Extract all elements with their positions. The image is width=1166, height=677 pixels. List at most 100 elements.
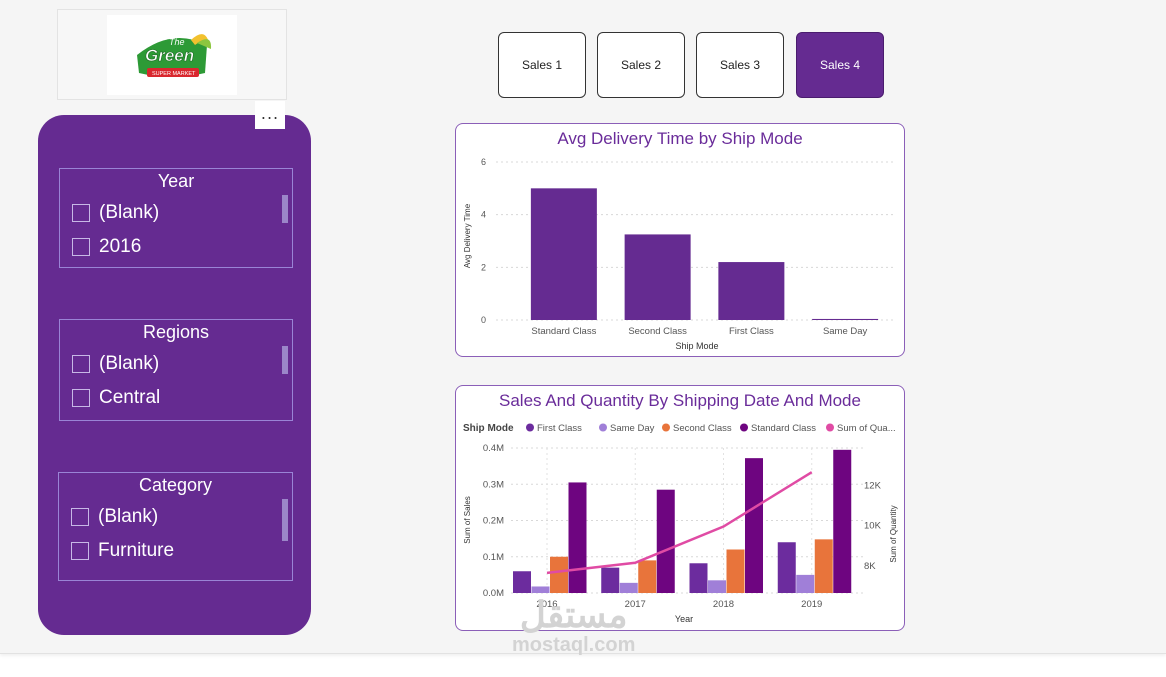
y-tick-label: 0.1M (483, 552, 504, 563)
sales-quantity-chart-title: Sales And Quantity By Shipping Date And … (499, 391, 861, 410)
bar-first-class-2018[interactable] (689, 563, 708, 593)
y-tick-label: 0.4M (483, 443, 504, 454)
x-axis-label: Ship Mode (675, 341, 718, 351)
sales-quantity-chart-card: Sales And Quantity By Shipping Date And … (455, 385, 905, 631)
category-slicer: Category (Blank) Furniture (58, 472, 293, 581)
bar-standard-class-2016[interactable] (568, 482, 587, 593)
bar-standard-class-2019[interactable] (833, 449, 852, 593)
bar-second-class-2017[interactable] (638, 560, 657, 593)
x-tick-label: First Class (729, 326, 774, 337)
legend-item[interactable]: Second Class (673, 423, 732, 434)
checkbox[interactable] (72, 238, 90, 256)
y-tick-label: 4 (481, 210, 486, 220)
bar-standard-class-2017[interactable] (656, 489, 675, 593)
y-axis-label: Avg Delivery Time (463, 203, 472, 268)
legend-marker (662, 423, 670, 432)
y-axis-label: Sum of Sales (463, 496, 472, 544)
report-canvas: The Green SUPER MARKET ... Year (Blank) … (0, 9, 1166, 657)
checkbox[interactable] (71, 542, 89, 560)
x-tick-label: Second Class (628, 326, 687, 337)
filter-panel (38, 115, 311, 635)
legend-marker (599, 423, 607, 432)
logo: The Green SUPER MARKET (107, 15, 237, 95)
y-tick-label: 6 (481, 157, 486, 167)
year-option-blank[interactable]: (Blank) (72, 202, 159, 224)
logo-green: Green (145, 46, 194, 65)
category-option-furniture[interactable]: Furniture (71, 540, 174, 562)
bar-second-class-2018[interactable] (726, 549, 745, 594)
green-supermarket-logo: The Green SUPER MARKET (137, 34, 212, 77)
bar-first-class[interactable] (718, 262, 785, 320)
nav-sales-1-button[interactable]: Sales 1 (498, 32, 586, 98)
x-tick-label: 2017 (625, 599, 646, 610)
legend-item[interactable]: Sum of Qua... (837, 423, 896, 434)
legend-marker (740, 423, 748, 432)
bar-same-day-2019[interactable] (796, 574, 815, 593)
avg-delivery-chart-title: Avg Delivery Time by Ship Mode (557, 129, 803, 148)
regions-option-central[interactable]: Central (72, 387, 160, 409)
regions-slicer-title: Regions (142, 322, 210, 342)
bar-same-day-2016[interactable] (531, 586, 550, 593)
bar-second-class[interactable] (624, 234, 691, 320)
checkbox[interactable] (72, 389, 90, 407)
watermark-arabic: مستقل (519, 594, 628, 635)
y2-axis-label: Sum of Quantity (889, 505, 898, 562)
category-scrollbar[interactable] (282, 499, 288, 541)
year-scrollbar[interactable] (282, 195, 288, 223)
x-tick-label: 2019 (801, 599, 822, 610)
y-tick-label: 0.3M (483, 479, 504, 490)
y2-tick-label: 8K (864, 561, 876, 572)
y-tick-label: 0.2M (483, 516, 504, 527)
x-axis-label: Year (675, 614, 693, 624)
legend-item[interactable]: First Class (537, 423, 582, 434)
bar-same-day[interactable] (812, 318, 879, 320)
category-slicer-title: Category (138, 475, 213, 495)
bar-first-class-2019[interactable] (777, 542, 796, 593)
y-tick-label: 2 (481, 262, 486, 272)
legend-title: Ship Mode (463, 423, 514, 434)
watermark-latin: mostaql.com (512, 634, 636, 656)
logo-container: The Green SUPER MARKET (57, 9, 287, 100)
checkbox[interactable] (72, 355, 90, 373)
year-slicer: Year (Blank) 2016 (59, 168, 293, 268)
regions-slicer: Regions (Blank) Central (59, 319, 293, 421)
y-tick-label: 0.0M (483, 588, 504, 599)
bar-second-class-2016[interactable] (550, 556, 568, 593)
bar-second-class-2019[interactable] (814, 539, 833, 593)
more-options-button[interactable]: ... (255, 101, 285, 129)
avg-delivery-chart-card: Avg Delivery Time by Ship Mode 0 2 4 6 Stan… (455, 123, 905, 357)
sum-of-quantity-line[interactable] (546, 471, 813, 575)
bar-same-day-2018[interactable] (708, 580, 726, 593)
nav-sales-3-button[interactable]: Sales 3 (696, 32, 784, 98)
category-option-blank[interactable]: (Blank) (71, 506, 158, 528)
legend-marker (826, 423, 834, 432)
sales-quantity-chart: Ship Mode First Class Same Day Second Clas… (463, 423, 898, 624)
x-tick-label: Same Day (823, 326, 868, 337)
x-tick-label: 2016 (536, 599, 557, 610)
regions-scrollbar[interactable] (282, 346, 288, 374)
avg-delivery-chart: 0 2 4 6 Standard Class Second Class First Cla… (463, 157, 896, 351)
legend-marker (526, 423, 534, 432)
bar-standard-class-2018[interactable] (745, 458, 763, 593)
legend-item[interactable]: Standard Class (751, 423, 816, 434)
checkbox[interactable] (71, 508, 89, 526)
nav-sales-2-button[interactable]: Sales 2 (597, 32, 685, 98)
bar-same-day-2017[interactable] (619, 582, 638, 593)
bar-first-class-2017[interactable] (601, 567, 620, 593)
y-tick-label: 0 (481, 315, 486, 325)
legend-item[interactable]: Same Day (610, 423, 655, 434)
nav-sales-4-button[interactable]: Sales 4 (796, 32, 884, 98)
regions-option-blank[interactable]: (Blank) (72, 353, 159, 375)
y2-tick-label: 12K (864, 480, 882, 491)
bar-standard-class[interactable] (530, 188, 597, 320)
logo-supermarket: SUPER MARKET (152, 71, 196, 77)
year-slicer-title: Year (157, 171, 195, 191)
x-tick-label: Standard Class (531, 326, 596, 337)
year-option-2016[interactable]: 2016 (72, 236, 141, 258)
watermark: مستقل mostaql.com (512, 594, 636, 657)
x-tick-label: 2018 (713, 599, 734, 610)
y2-tick-label: 10K (864, 521, 882, 532)
bar-first-class-2016[interactable] (513, 571, 531, 593)
checkbox[interactable] (72, 204, 90, 222)
logo-the: The (169, 37, 185, 47)
